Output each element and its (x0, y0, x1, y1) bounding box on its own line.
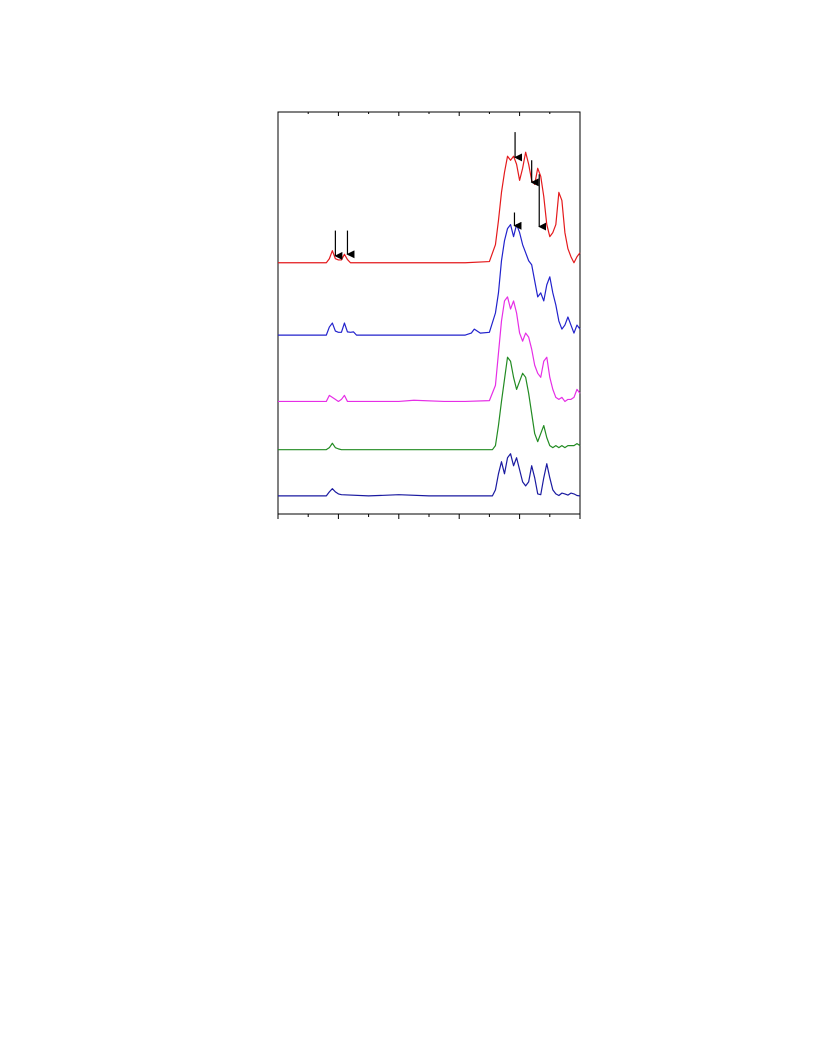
series-line-4 (278, 356, 581, 451)
series-line-2 (278, 223, 581, 336)
series-line-5 (278, 453, 581, 497)
series-line-3 (278, 296, 581, 403)
axis-ticks (277, 112, 581, 519)
annotation-layer (334, 132, 547, 260)
series-layer (278, 151, 581, 497)
series-line-1 (278, 151, 581, 264)
plot-frame (277, 111, 581, 515)
